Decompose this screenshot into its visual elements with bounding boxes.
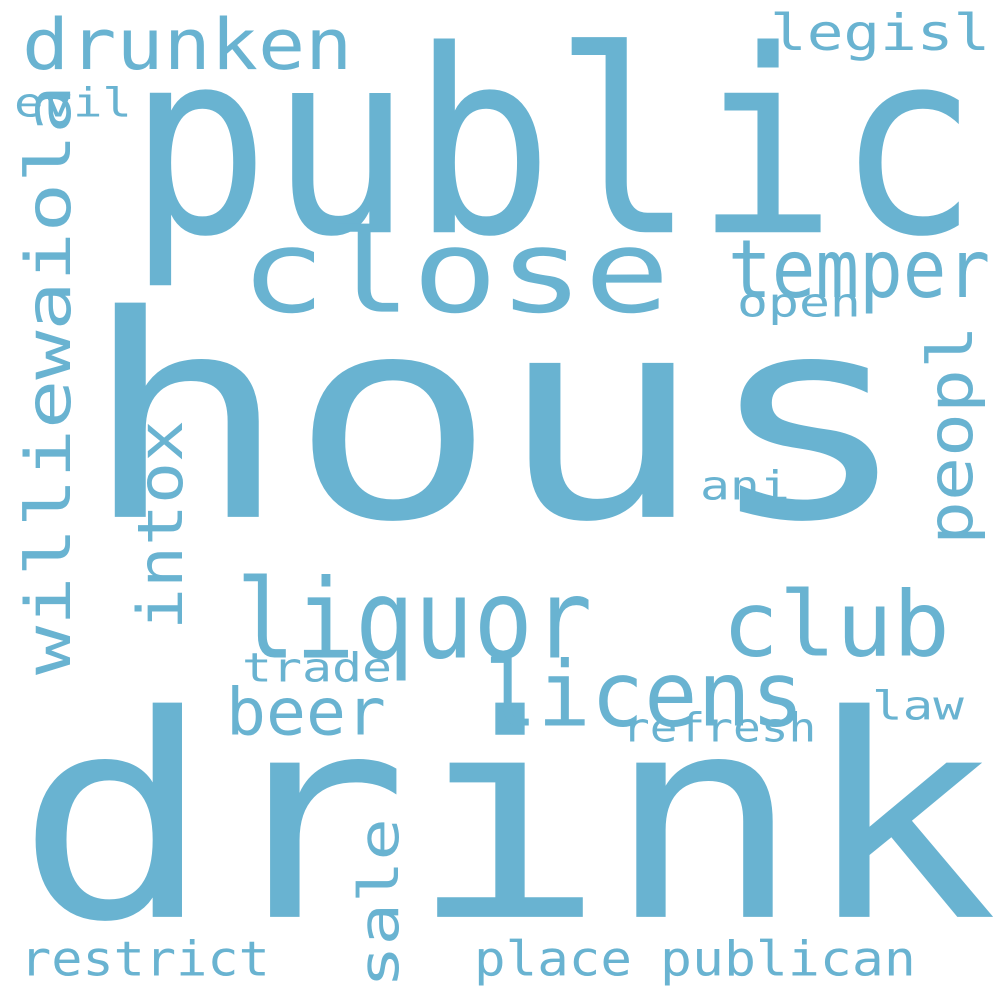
word-publican: publican [660, 930, 916, 987]
word-refresh: refresh [622, 704, 817, 752]
word-trade: trade [242, 644, 393, 692]
word-sale: sale [347, 818, 412, 988]
word-temper: temper [728, 222, 991, 317]
word-intox: intox [124, 419, 197, 630]
word-williewaiola: williewaiola [12, 84, 85, 676]
word-club: club [722, 571, 950, 678]
word-law: law [872, 682, 964, 730]
word-restrict: restrict [20, 930, 270, 987]
word-beer: beer [226, 674, 386, 751]
word-ani: ani [700, 462, 790, 510]
word-evil: evil [14, 79, 132, 127]
word-liquor: liquor [236, 555, 593, 684]
word-peopl: peopl [914, 324, 987, 545]
word-drunken: drunken [22, 3, 353, 86]
word-close: close [240, 204, 671, 340]
word-licens: licens [484, 641, 805, 748]
word-public: public [128, 0, 979, 294]
word-drink: drink [16, 654, 999, 985]
word-place: place [474, 930, 633, 987]
word-legisl: legisl [770, 3, 991, 62]
word-open: open [737, 279, 861, 327]
word-hous: hous [82, 254, 912, 585]
